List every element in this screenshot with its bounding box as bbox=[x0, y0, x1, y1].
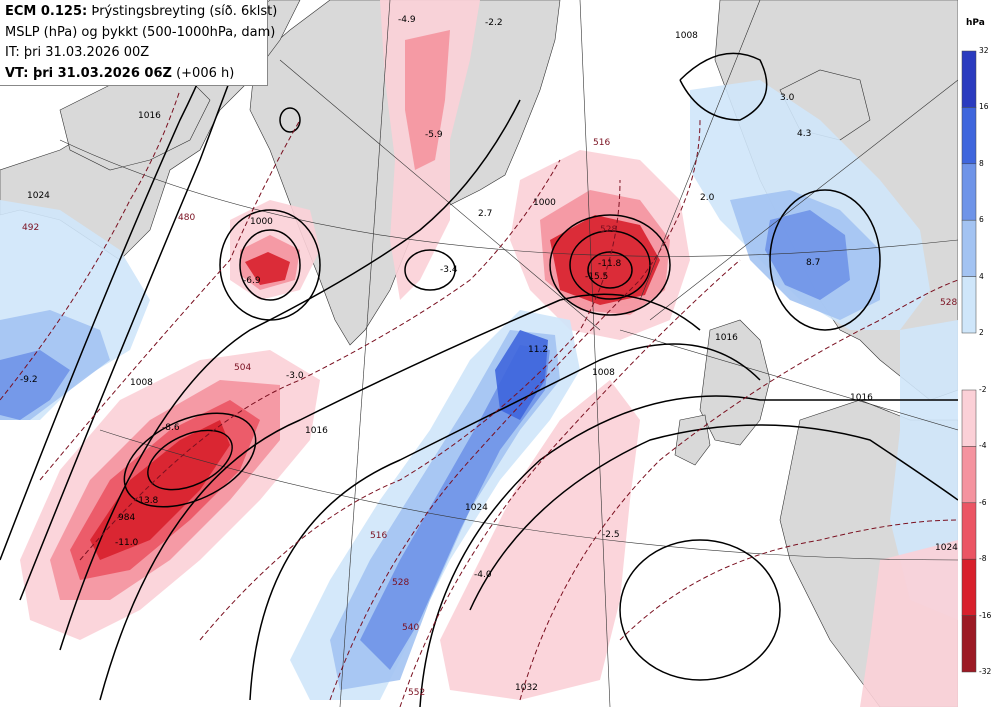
title-line-4: VT: þri 31.03.2026 06Z (+006 h) bbox=[5, 64, 262, 85]
isobar-label: 1016 bbox=[850, 393, 873, 403]
legend-swatch-positive-4 bbox=[961, 276, 977, 334]
legend-swatch-positive-0 bbox=[961, 50, 977, 108]
change-label: -3.0 bbox=[286, 371, 304, 381]
change-label: -8.6 bbox=[162, 423, 180, 433]
change-label: -9.2 bbox=[20, 375, 38, 385]
isobar-label: 1016 bbox=[305, 426, 328, 436]
legend-swatch-negative-2 bbox=[961, 502, 977, 560]
legend-swatch-positive-1 bbox=[961, 107, 977, 165]
title-line-1: ECM 0.125: Þrýstingsbreyting (síð. 6klst… bbox=[5, 2, 277, 23]
pressure-change-shading bbox=[0, 0, 958, 707]
change-label: 3.0 bbox=[780, 93, 795, 103]
legend-tick-positive-3: 6 bbox=[979, 215, 984, 225]
contour-labels: 1008 1016 1000 984 1016 1008 1000 1008 1… bbox=[20, 15, 958, 698]
change-label: -15.5 bbox=[585, 272, 608, 282]
isobar-label: 1000 bbox=[533, 198, 556, 208]
change-label: -5.9 bbox=[425, 130, 443, 140]
thickness-label: 504 bbox=[234, 363, 251, 373]
thickness-label: 528 bbox=[940, 298, 957, 308]
change-label: -11.8 bbox=[598, 259, 622, 269]
change-label: -13.8 bbox=[135, 496, 159, 506]
change-label: -3.4 bbox=[440, 265, 458, 275]
change-label: -6.9 bbox=[243, 276, 261, 286]
thickness-label: 540 bbox=[402, 623, 419, 633]
isobar-label: 1024 bbox=[27, 191, 50, 201]
thickness-label: 528 bbox=[600, 225, 617, 235]
legend-swatch-positive-2 bbox=[961, 163, 977, 221]
legend-colorbar bbox=[961, 50, 977, 673]
isobar-label: 1024 bbox=[935, 543, 958, 553]
legend-swatch-positive-3 bbox=[961, 219, 977, 277]
thickness-contours bbox=[0, 89, 958, 707]
change-label: 2.7 bbox=[478, 209, 492, 219]
forecast-hour: (+006 h) bbox=[176, 65, 235, 81]
thickness-label: 552 bbox=[408, 688, 425, 698]
title-parameter: Þrýstingsbreyting (síð. 6klst) bbox=[91, 4, 278, 19]
isobar-label: 1008 bbox=[675, 31, 698, 41]
change-label: -11.0 bbox=[115, 538, 139, 548]
legend-tick-positive-4: 4 bbox=[979, 271, 984, 281]
thickness-label: 480 bbox=[178, 213, 195, 223]
change-label: 2.0 bbox=[700, 193, 715, 203]
thickness-label: 516 bbox=[593, 138, 610, 148]
legend-tick-negative-0: -2 bbox=[979, 385, 987, 394]
isobar-label: 1000 bbox=[250, 217, 273, 227]
model-name: ECM 0.125: bbox=[5, 4, 88, 19]
isobar-label: 1016 bbox=[715, 333, 738, 343]
map-title-box: ECM 0.125: Þrýstingsbreyting (síð. 6klst… bbox=[0, 0, 277, 86]
isobar-label: 1024 bbox=[465, 503, 488, 513]
isobar-label: 1008 bbox=[130, 378, 153, 388]
isobar-label: 984 bbox=[118, 513, 135, 523]
legend-tick-positive-1: 16 bbox=[979, 102, 989, 112]
title-line-2: MSLP (hPa) og þykkt (500-1000hPa, dam) bbox=[5, 24, 276, 40]
legend-tick-positive-5: 2 bbox=[979, 328, 984, 337]
legend-tick-negative-4: -16 bbox=[979, 610, 992, 620]
isobar-label: 1008 bbox=[592, 368, 615, 378]
legend-tick-negative-1: -4 bbox=[979, 441, 987, 451]
legend-tick-negative-2: -6 bbox=[979, 497, 987, 507]
legend-tick-positive-2: 8 bbox=[979, 158, 984, 168]
thickness-label: 528 bbox=[392, 578, 409, 588]
legend-tick-negative-5: -32 bbox=[979, 667, 992, 676]
change-label: -4.9 bbox=[398, 15, 416, 25]
legend-tick-negative-3: -8 bbox=[979, 554, 987, 564]
legend-swatch-negative-3 bbox=[961, 558, 977, 616]
change-label: -2.2 bbox=[485, 18, 503, 28]
legend-tick-positive-0: 32 bbox=[979, 46, 989, 55]
isobar-label: 1016 bbox=[138, 111, 161, 121]
change-label: 4.3 bbox=[797, 129, 811, 139]
legend-unit: hPa bbox=[966, 18, 985, 28]
graticule bbox=[59, 0, 958, 707]
legend-swatch-negative-4 bbox=[961, 615, 977, 673]
change-label: 11.2 bbox=[528, 345, 548, 355]
change-label: -4.0 bbox=[474, 570, 492, 580]
weather-map: 1008 1016 1000 984 1016 1008 1000 1008 1… bbox=[0, 0, 958, 707]
ireland-land bbox=[674, 414, 711, 466]
valid-time: VT: þri 31.03.2026 06Z bbox=[5, 65, 172, 81]
change-label: -2.5 bbox=[602, 530, 620, 540]
legend-swatch-negative-1 bbox=[961, 446, 977, 504]
legend-swatch-negative-0 bbox=[961, 389, 977, 447]
thickness-label: 492 bbox=[22, 223, 39, 233]
change-label: 8.7 bbox=[806, 258, 820, 268]
isobar-label: 1032 bbox=[515, 683, 538, 693]
thickness-label: 516 bbox=[370, 531, 387, 541]
title-line-3: IT: þri 31.03.2026 00Z bbox=[5, 45, 150, 60]
